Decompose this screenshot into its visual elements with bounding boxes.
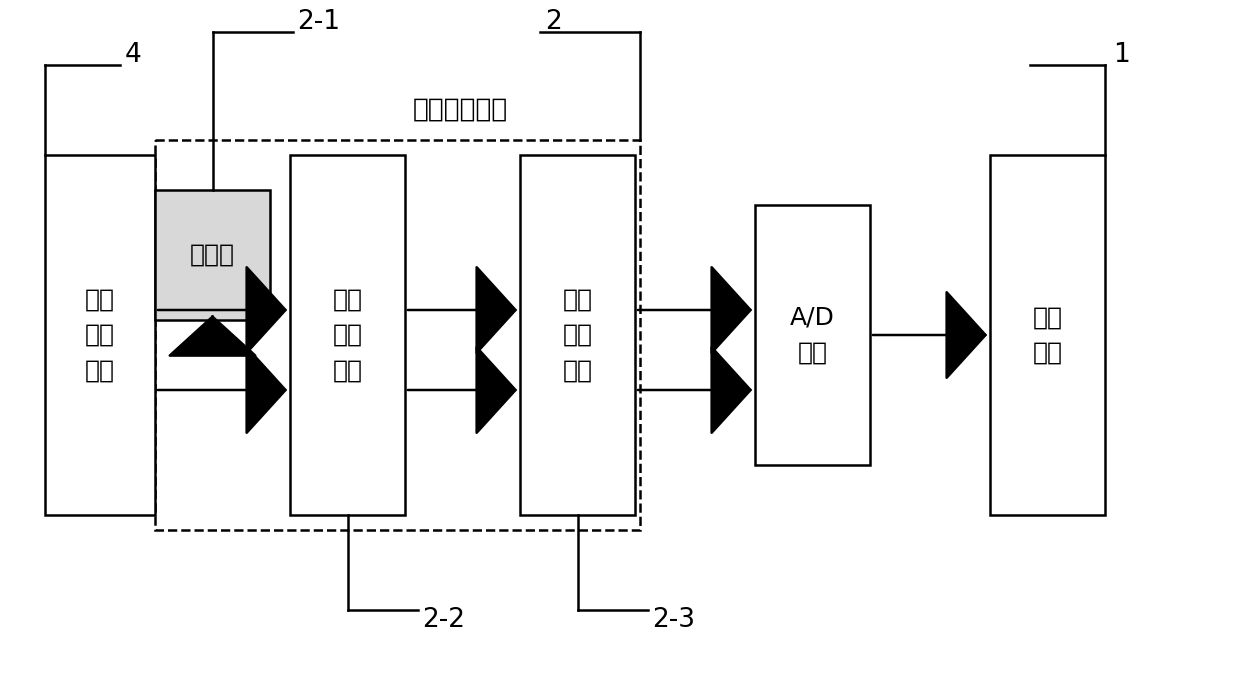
Bar [990, 155, 1105, 515]
Bar [45, 155, 155, 515]
Bar [755, 205, 870, 465]
Text: 2-1: 2-1 [298, 9, 341, 35]
Text: 加速
度传
感器: 加速 度传 感器 [86, 288, 115, 383]
Text: 主控
制器: 主控 制器 [1033, 306, 1063, 365]
Text: 2: 2 [546, 9, 562, 35]
Text: 信号
滤波
单元: 信号 滤波 单元 [563, 288, 593, 383]
Text: 2-2: 2-2 [423, 607, 465, 633]
Text: 1: 1 [1114, 42, 1130, 68]
Text: A/D
转换: A/D 转换 [790, 306, 835, 365]
Text: 4: 4 [125, 42, 141, 68]
Bar [520, 155, 635, 515]
Bar [290, 155, 405, 515]
Bar [155, 140, 640, 530]
Text: 信号调理单元: 信号调理单元 [413, 97, 507, 123]
Text: 2-3: 2-3 [652, 607, 696, 633]
Text: 恒流源: 恒流源 [190, 243, 236, 267]
Text: 信号
放大
电路: 信号 放大 电路 [332, 288, 362, 383]
Bar [155, 190, 270, 320]
